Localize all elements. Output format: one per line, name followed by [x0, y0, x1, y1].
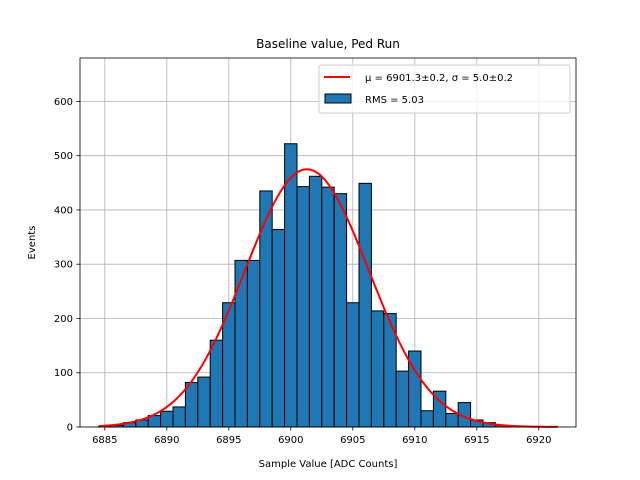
histogram-bar — [259, 190, 273, 428]
x-tick-label: 6910 — [402, 435, 427, 446]
histogram-bar — [209, 339, 224, 428]
x-tick-label: 6895 — [216, 435, 241, 446]
y-tick-label: 100 — [54, 368, 73, 379]
histogram-bar — [296, 186, 310, 428]
legend-fit-label: μ = 6901.3±0.2, σ = 5.0±0.2 — [365, 73, 513, 84]
histogram-bar — [420, 410, 434, 428]
x-tick-label: 6915 — [464, 435, 489, 446]
x-axis-label: Sample Value [ADC Counts] — [259, 459, 398, 470]
x-tick-label: 6905 — [340, 435, 365, 446]
histogram-bar — [370, 310, 385, 428]
histogram-bar — [197, 376, 211, 428]
y-tick-label: 300 — [54, 260, 73, 271]
axis-ticks: 6885 6890 6895 6900 6905 6910 6915 6920 0 100 200 3… — [54, 97, 552, 446]
y-tick-label: 400 — [54, 205, 73, 216]
plot-frame — [79, 57, 577, 428]
legend: μ = 6901.3±0.2, σ = 5.0±0.2 RMS = 5.03 — [318, 64, 571, 114]
histogram-bar — [395, 370, 410, 428]
histogram-bar — [308, 175, 323, 428]
gaussian-fit — [98, 168, 558, 428]
histogram-bar — [358, 182, 372, 428]
histogram-bar — [346, 302, 360, 428]
y-tick-label: 200 — [54, 314, 73, 325]
x-tick-label: 6900 — [278, 435, 303, 446]
histogram-bar — [445, 412, 459, 428]
legend-fit-label-sigma: σ = 5.0±0.2 — [452, 73, 513, 84]
x-tick-label: 6920 — [526, 435, 551, 446]
legend-fit-label-mu: μ = 6901.3±0.2, — [365, 73, 452, 84]
y-tick-label: 0 — [67, 423, 73, 434]
histogram-bar — [271, 228, 286, 428]
histogram-bar — [321, 186, 335, 428]
histogram-bar — [333, 193, 348, 428]
y-tick-label: 600 — [54, 97, 73, 108]
y-tick-label: 500 — [54, 151, 73, 162]
histogram-bar — [246, 259, 261, 428]
chart-title: Baseline value, Ped Run — [256, 37, 400, 51]
histogram-bar — [284, 143, 298, 428]
x-tick-label: 6890 — [154, 435, 179, 446]
histogram-bars — [98, 143, 558, 428]
histogram-bar — [234, 259, 248, 428]
histogram-bar — [172, 406, 186, 428]
x-tick-label: 6885 — [92, 435, 117, 446]
histogram-bar — [160, 410, 174, 428]
legend-hist-patch-swatch — [324, 93, 352, 104]
histogram-bar — [184, 382, 199, 428]
y-axis-label: Events — [27, 226, 38, 260]
legend-hist-label: RMS = 5.03 — [365, 95, 424, 106]
fit-curve — [98, 168, 558, 428]
legend-box — [318, 64, 571, 114]
